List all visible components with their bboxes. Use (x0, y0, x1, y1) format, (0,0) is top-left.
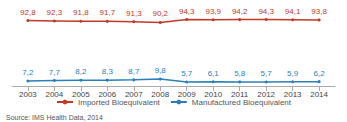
svg-text:2012: 2012 (257, 89, 276, 99)
svg-text:7,2: 7,2 (22, 68, 34, 77)
svg-text:Source: IMS Health Data, 2014: Source: IMS Health Data, 2014 (6, 114, 103, 121)
svg-text:9,8: 9,8 (155, 66, 167, 75)
svg-text:93,8: 93,8 (311, 7, 327, 16)
svg-text:93,9: 93,9 (205, 7, 221, 16)
svg-text:8,7: 8,7 (128, 67, 140, 76)
svg-text:91,8: 91,8 (73, 8, 89, 17)
svg-text:5,7: 5,7 (261, 69, 273, 78)
svg-text:2011: 2011 (231, 89, 249, 99)
svg-text:94,3: 94,3 (258, 7, 274, 16)
svg-text:91,7: 91,7 (100, 8, 116, 17)
svg-text:5,9: 5,9 (287, 69, 299, 78)
svg-text:2013: 2013 (283, 89, 302, 99)
svg-text:2014: 2014 (310, 90, 328, 99)
svg-text:2007: 2007 (124, 89, 143, 99)
svg-text:2009: 2009 (177, 89, 196, 99)
svg-text:5,8: 5,8 (234, 69, 246, 78)
svg-text:90,2: 90,2 (152, 9, 168, 18)
svg-text:94,2: 94,2 (232, 7, 248, 16)
svg-text:6,1: 6,1 (208, 69, 220, 78)
svg-text:6,2: 6,2 (314, 69, 326, 78)
svg-text:Manufactured Bioequivalent: Manufactured Bioequivalent (192, 98, 292, 107)
svg-text:2003: 2003 (19, 90, 37, 99)
svg-text:8,2: 8,2 (75, 67, 87, 76)
svg-text:2010: 2010 (204, 89, 223, 99)
svg-text:91,3: 91,3 (126, 9, 142, 18)
svg-text:7,7: 7,7 (49, 68, 61, 77)
svg-text:8,3: 8,3 (102, 67, 114, 76)
svg-text:94,3: 94,3 (179, 7, 195, 16)
svg-text:5,7: 5,7 (181, 69, 193, 78)
svg-text:2005: 2005 (71, 89, 90, 99)
svg-text:92,8: 92,8 (20, 8, 36, 17)
svg-text:Imported Bioequivalent: Imported Bioequivalent (78, 98, 161, 107)
svg-text:2006: 2006 (98, 89, 117, 99)
svg-text:94,1: 94,1 (285, 7, 301, 16)
svg-text:2004: 2004 (45, 90, 63, 99)
svg-text:92,3: 92,3 (47, 8, 63, 17)
svg-text:2008: 2008 (151, 89, 170, 99)
